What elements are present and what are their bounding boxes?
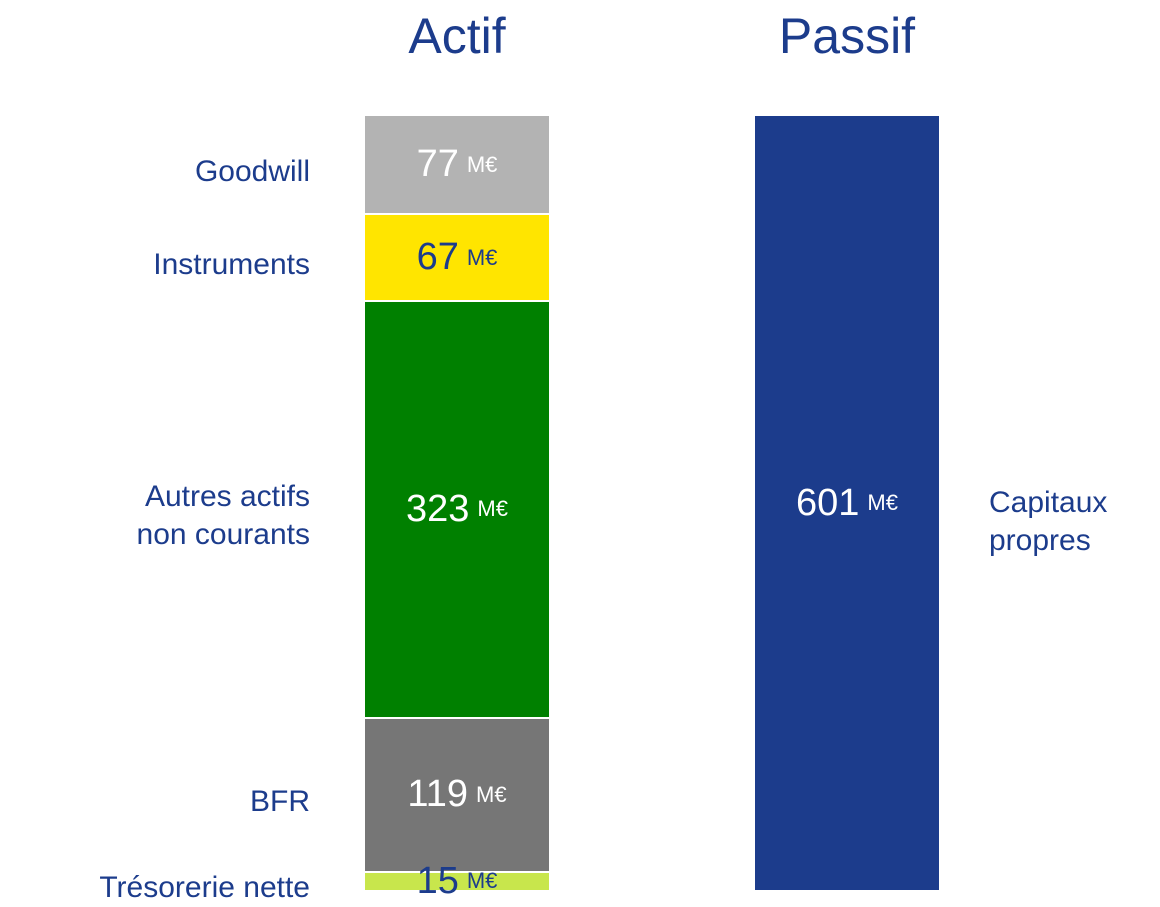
bar-segment: 67 M€ bbox=[365, 215, 549, 302]
column-title: Passif bbox=[778, 8, 916, 64]
value-label: 601 bbox=[796, 481, 860, 524]
category-label: Capitaux propres bbox=[989, 486, 1108, 557]
unit-label: M€ bbox=[476, 781, 507, 807]
unit-label: M€ bbox=[466, 151, 498, 177]
value-label: 67 bbox=[416, 236, 459, 279]
column-title: Actif bbox=[408, 8, 506, 64]
value-label: 77 bbox=[416, 143, 459, 186]
category-label: Trésorerie nette bbox=[99, 871, 310, 905]
bar-segment: 77 M€ bbox=[365, 116, 549, 216]
bar-segment: 119 M€ bbox=[365, 718, 549, 873]
unit-label: M€ bbox=[466, 244, 498, 270]
category-label: Autres actifs non courants bbox=[136, 480, 310, 552]
bar-segment: 323 M€ bbox=[365, 301, 549, 719]
value-label: 323 bbox=[406, 487, 470, 530]
category-label: Goodwill bbox=[194, 154, 310, 188]
value-label: 15 bbox=[416, 859, 459, 902]
unit-label: M€ bbox=[477, 496, 508, 522]
value-label: 119 bbox=[407, 773, 469, 816]
bar-segment: 15 M€ bbox=[365, 860, 549, 902]
category-label: Instruments bbox=[153, 247, 310, 281]
unit-label: M€ bbox=[867, 490, 898, 515]
bar-segment: 601 M€ bbox=[755, 116, 939, 892]
category-label: BFR bbox=[250, 784, 310, 818]
unit-label: M€ bbox=[466, 868, 498, 894]
